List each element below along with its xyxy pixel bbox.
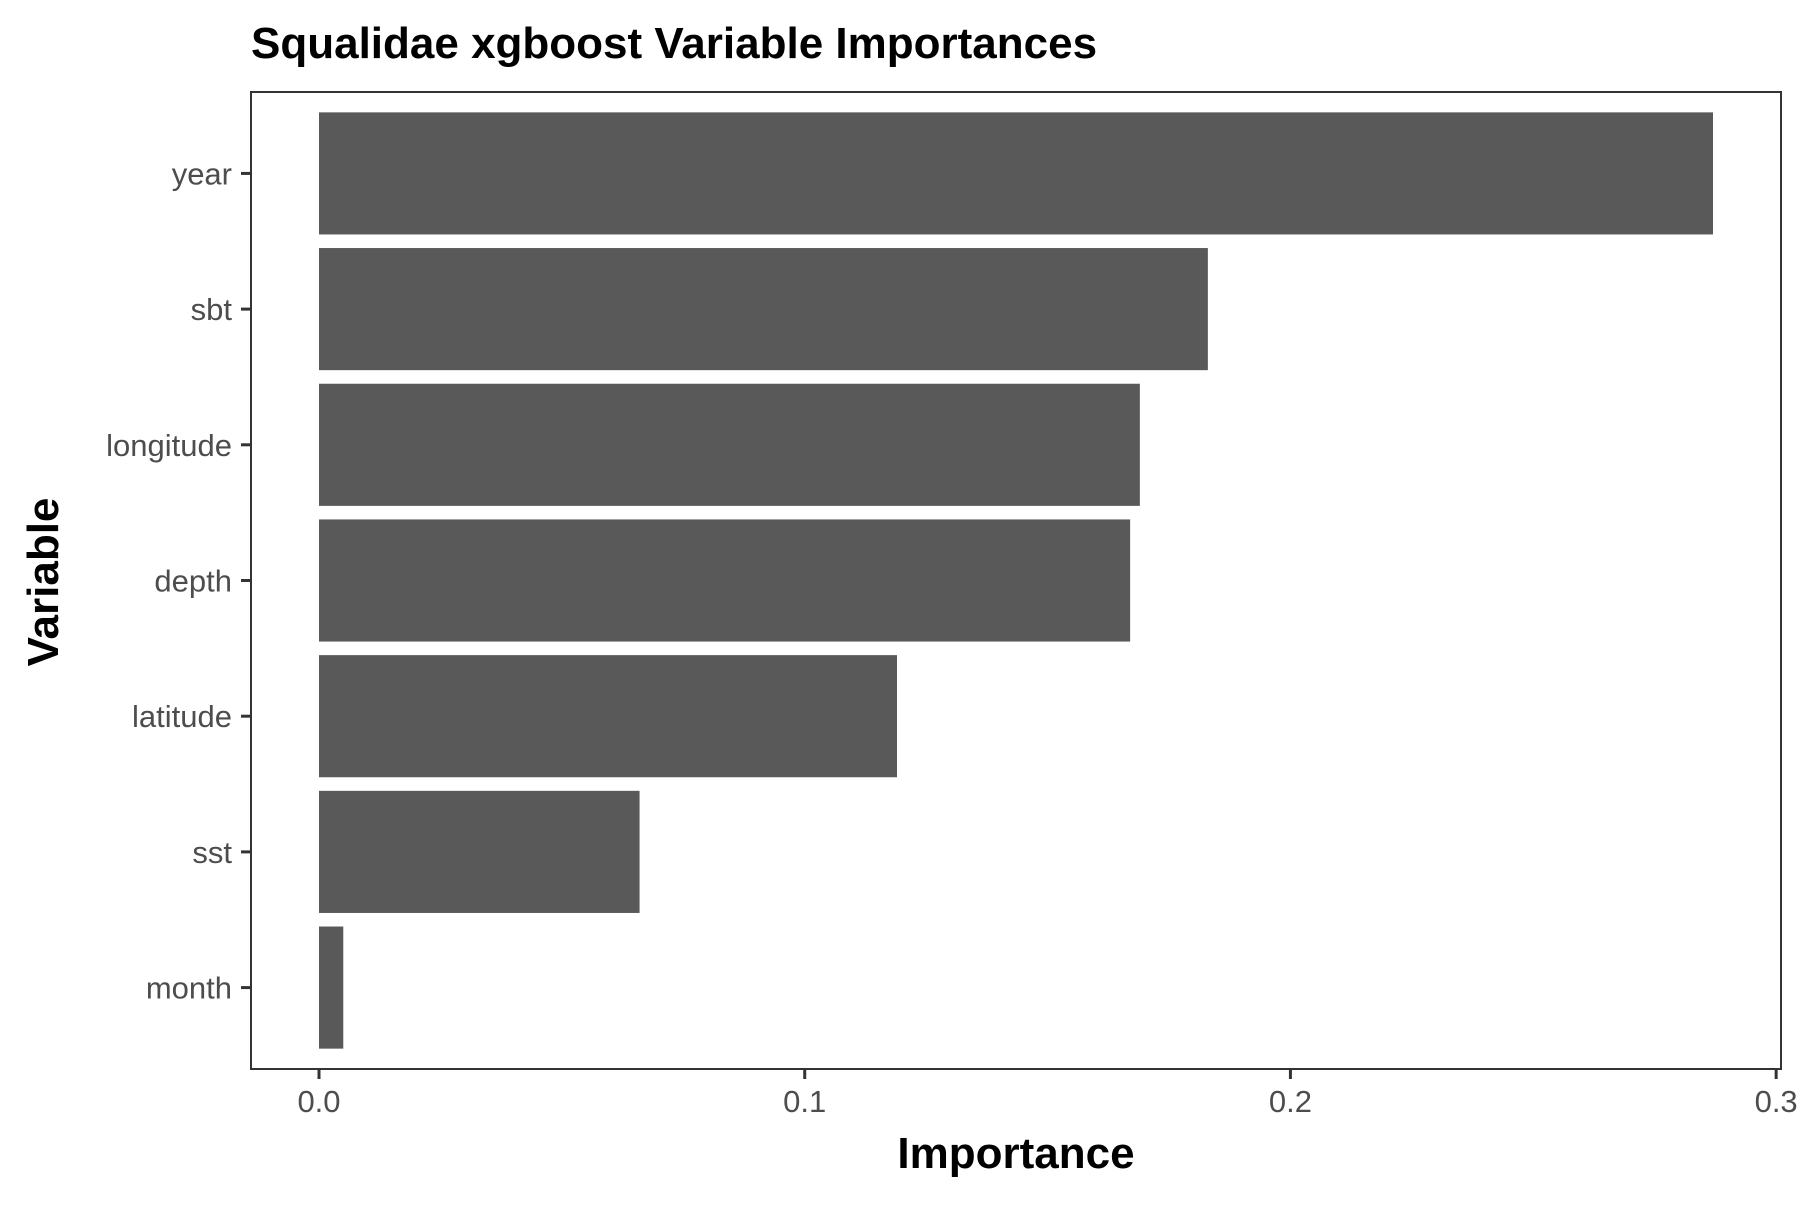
x-tick-label-1: 0.1 xyxy=(783,1084,826,1119)
bar-depth xyxy=(319,519,1131,642)
y-tick-label-month: month xyxy=(146,971,232,1006)
bar-year xyxy=(319,112,1713,235)
x-axis: 0.0 0.1 0.2 0.3 xyxy=(297,1069,1798,1119)
bars-group xyxy=(319,112,1713,1049)
bar-sst xyxy=(319,790,640,913)
bar-latitude xyxy=(319,655,897,778)
y-axis: year sbt longitude depth latitude sst month xyxy=(106,156,251,1006)
x-axis-title: Importance xyxy=(897,1129,1134,1178)
y-axis-title: Variable xyxy=(19,498,68,667)
y-tick-label-longitude: longitude xyxy=(106,428,232,463)
y-tick-label-sbt: sbt xyxy=(191,292,233,327)
bar-longitude xyxy=(319,383,1140,506)
y-tick-label-sst: sst xyxy=(192,835,232,870)
chart-title: Squalidae xgboost Variable Importances xyxy=(251,19,1097,68)
y-tick-label-latitude: latitude xyxy=(132,699,232,734)
bar-month xyxy=(319,926,344,1049)
y-tick-label-depth: depth xyxy=(154,564,232,599)
x-tick-label-3: 0.3 xyxy=(1755,1084,1798,1119)
x-tick-label-2: 0.2 xyxy=(1269,1084,1312,1119)
x-tick-label-0: 0.0 xyxy=(297,1084,340,1119)
bar-sbt xyxy=(319,248,1208,371)
y-tick-label-year: year xyxy=(172,156,232,191)
